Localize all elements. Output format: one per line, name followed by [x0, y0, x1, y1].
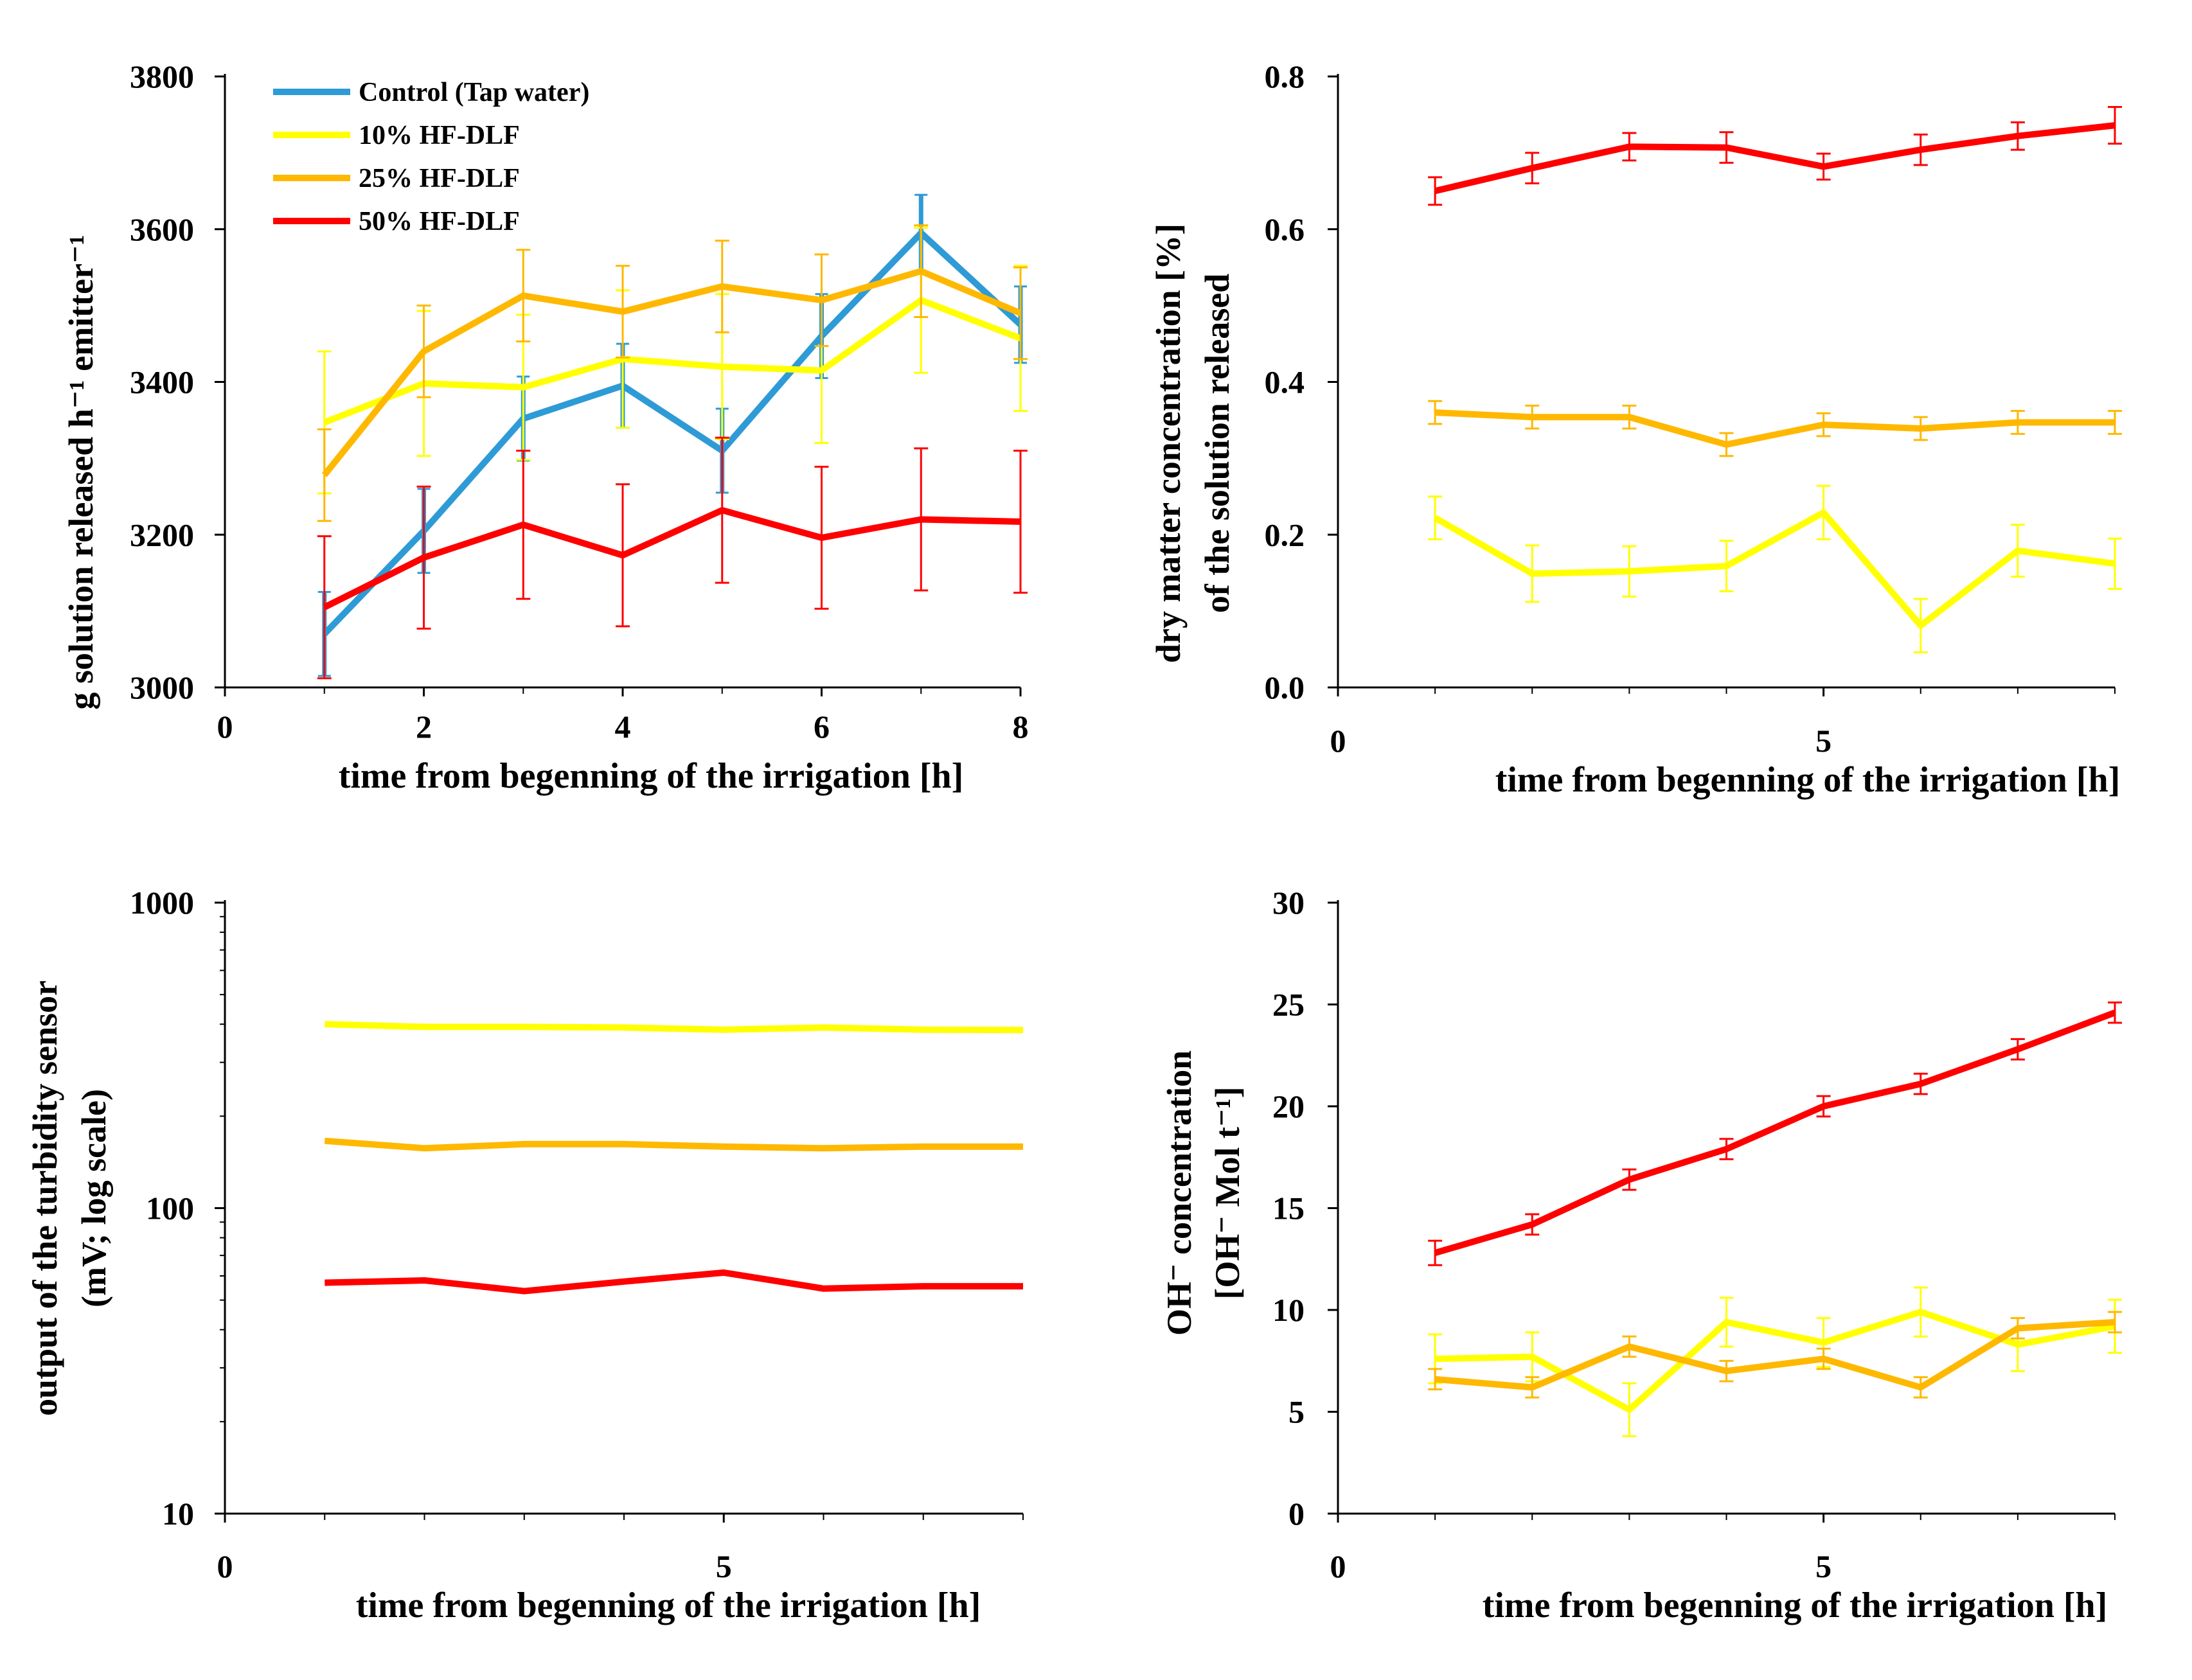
- y-tick-label: 0.2: [1265, 517, 1305, 553]
- x-tick-label: 0: [1330, 1548, 1346, 1584]
- series-line: [321, 268, 1022, 477]
- panel-dry-matter: time from begenning of the irrigation [h…: [1149, 58, 2122, 800]
- y-tick-label: 15: [1272, 1190, 1305, 1226]
- y-tick-label: 25: [1272, 987, 1305, 1023]
- x-tick-label: 5: [1815, 1548, 1831, 1584]
- series-hf50: [325, 1269, 1023, 1295]
- legend: Control (Tap water) 10% HF-DLF 25% HF-DL…: [273, 78, 589, 236]
- series-line: [323, 297, 1022, 426]
- series-line: [322, 229, 1023, 637]
- series-hf25: [1428, 400, 2122, 457]
- y-tick-label: 0.8: [1265, 58, 1305, 94]
- y-axis-label: g solution released h⁻¹ emitter⁻¹: [62, 234, 100, 709]
- series-line: [1434, 1009, 2116, 1256]
- y-tick-label: 3000: [130, 669, 194, 705]
- x-tick-label: 4: [615, 709, 631, 745]
- x-tick-label: 5: [1815, 723, 1831, 759]
- y-tick-label: 10: [162, 1496, 194, 1532]
- series-line: [325, 1021, 1024, 1034]
- y-tick-label: 30: [1272, 885, 1305, 921]
- x-axis-label: time from begenning of the irrigation [h…: [356, 1586, 981, 1625]
- series-line: [324, 1137, 1023, 1152]
- x-tick-label: 5: [716, 1548, 732, 1584]
- series-hf25: [317, 224, 1028, 522]
- legend-label-control: Control (Tap water): [359, 78, 589, 107]
- y-tick-label: 5: [1288, 1394, 1305, 1430]
- y-tick-label: 3400: [130, 364, 194, 400]
- y-tick-label: 0.0: [1265, 669, 1305, 705]
- y-axis-label-line-2: (mV; log scale): [75, 1089, 113, 1307]
- y-tick-label: 0.6: [1265, 211, 1305, 247]
- x-tick-label: 0: [217, 709, 233, 745]
- series-hf25: [1428, 1311, 2122, 1399]
- y-axis-label-line-2: [OH⁻ Mol t⁻¹]: [1208, 1086, 1247, 1299]
- y-tick-label: 3600: [130, 211, 194, 247]
- x-axis-label: time from begenning of the irrigation [h…: [1495, 760, 2121, 800]
- y-axis-label-line-1: OH⁻ concentration: [1160, 1050, 1198, 1336]
- x-axis-label: time from begenning of the irrigation [h…: [339, 756, 964, 796]
- y-tick-label: 1000: [130, 885, 194, 921]
- series-line: [1434, 122, 2116, 195]
- y-tick-label: 10: [1272, 1292, 1305, 1328]
- legend-label-10: 10% HF-DLF: [359, 121, 520, 150]
- series-line: [323, 507, 1021, 610]
- x-tick-label: 2: [416, 709, 432, 745]
- legend-label-25: 25% HF-DLF: [359, 164, 520, 193]
- series-hf10: [1428, 484, 2122, 653]
- x-tick-label: 6: [814, 709, 830, 745]
- series-line: [1434, 409, 2115, 448]
- y-tick-label: 0: [1288, 1496, 1305, 1532]
- y-tick-label: 20: [1272, 1088, 1305, 1124]
- y-axis-label-line-2: of the solution released: [1198, 274, 1236, 613]
- x-tick-label: 0: [1330, 723, 1346, 759]
- series-line: [1434, 1319, 2116, 1391]
- y-tick-label: 3200: [130, 517, 194, 553]
- y-axis-label-line-1: dry matter concentration [%]: [1149, 224, 1188, 663]
- panel-solution-released: time from begenning of the irrigation [h…: [62, 58, 1029, 796]
- series-hf25: [324, 1137, 1023, 1152]
- series-hf10: [325, 1021, 1024, 1034]
- series-hf50: [1428, 106, 2122, 206]
- series-hf50: [317, 436, 1028, 680]
- series-line: [1433, 509, 2116, 629]
- panel-turbidity: time from begenning of the irrigation [h…: [26, 885, 1024, 1625]
- y-tick-label: 0.4: [1265, 364, 1305, 400]
- x-axis-label: time from begenning of the irrigation [h…: [1483, 1586, 2108, 1625]
- x-tick-label: 8: [1013, 709, 1029, 745]
- panel-oh-concentration: time from begenning of the irrigation [h…: [1160, 885, 2122, 1625]
- y-tick-label: 100: [146, 1190, 194, 1226]
- series-line: [325, 1269, 1023, 1295]
- x-tick-label: 0: [217, 1548, 233, 1584]
- y-tick-label: 3800: [130, 58, 194, 94]
- y-axis-label-line-1: output of the turbidity sensor: [26, 980, 64, 1416]
- legend-label-50: 50% HF-DLF: [359, 207, 520, 236]
- series-hf50: [1428, 1001, 2122, 1266]
